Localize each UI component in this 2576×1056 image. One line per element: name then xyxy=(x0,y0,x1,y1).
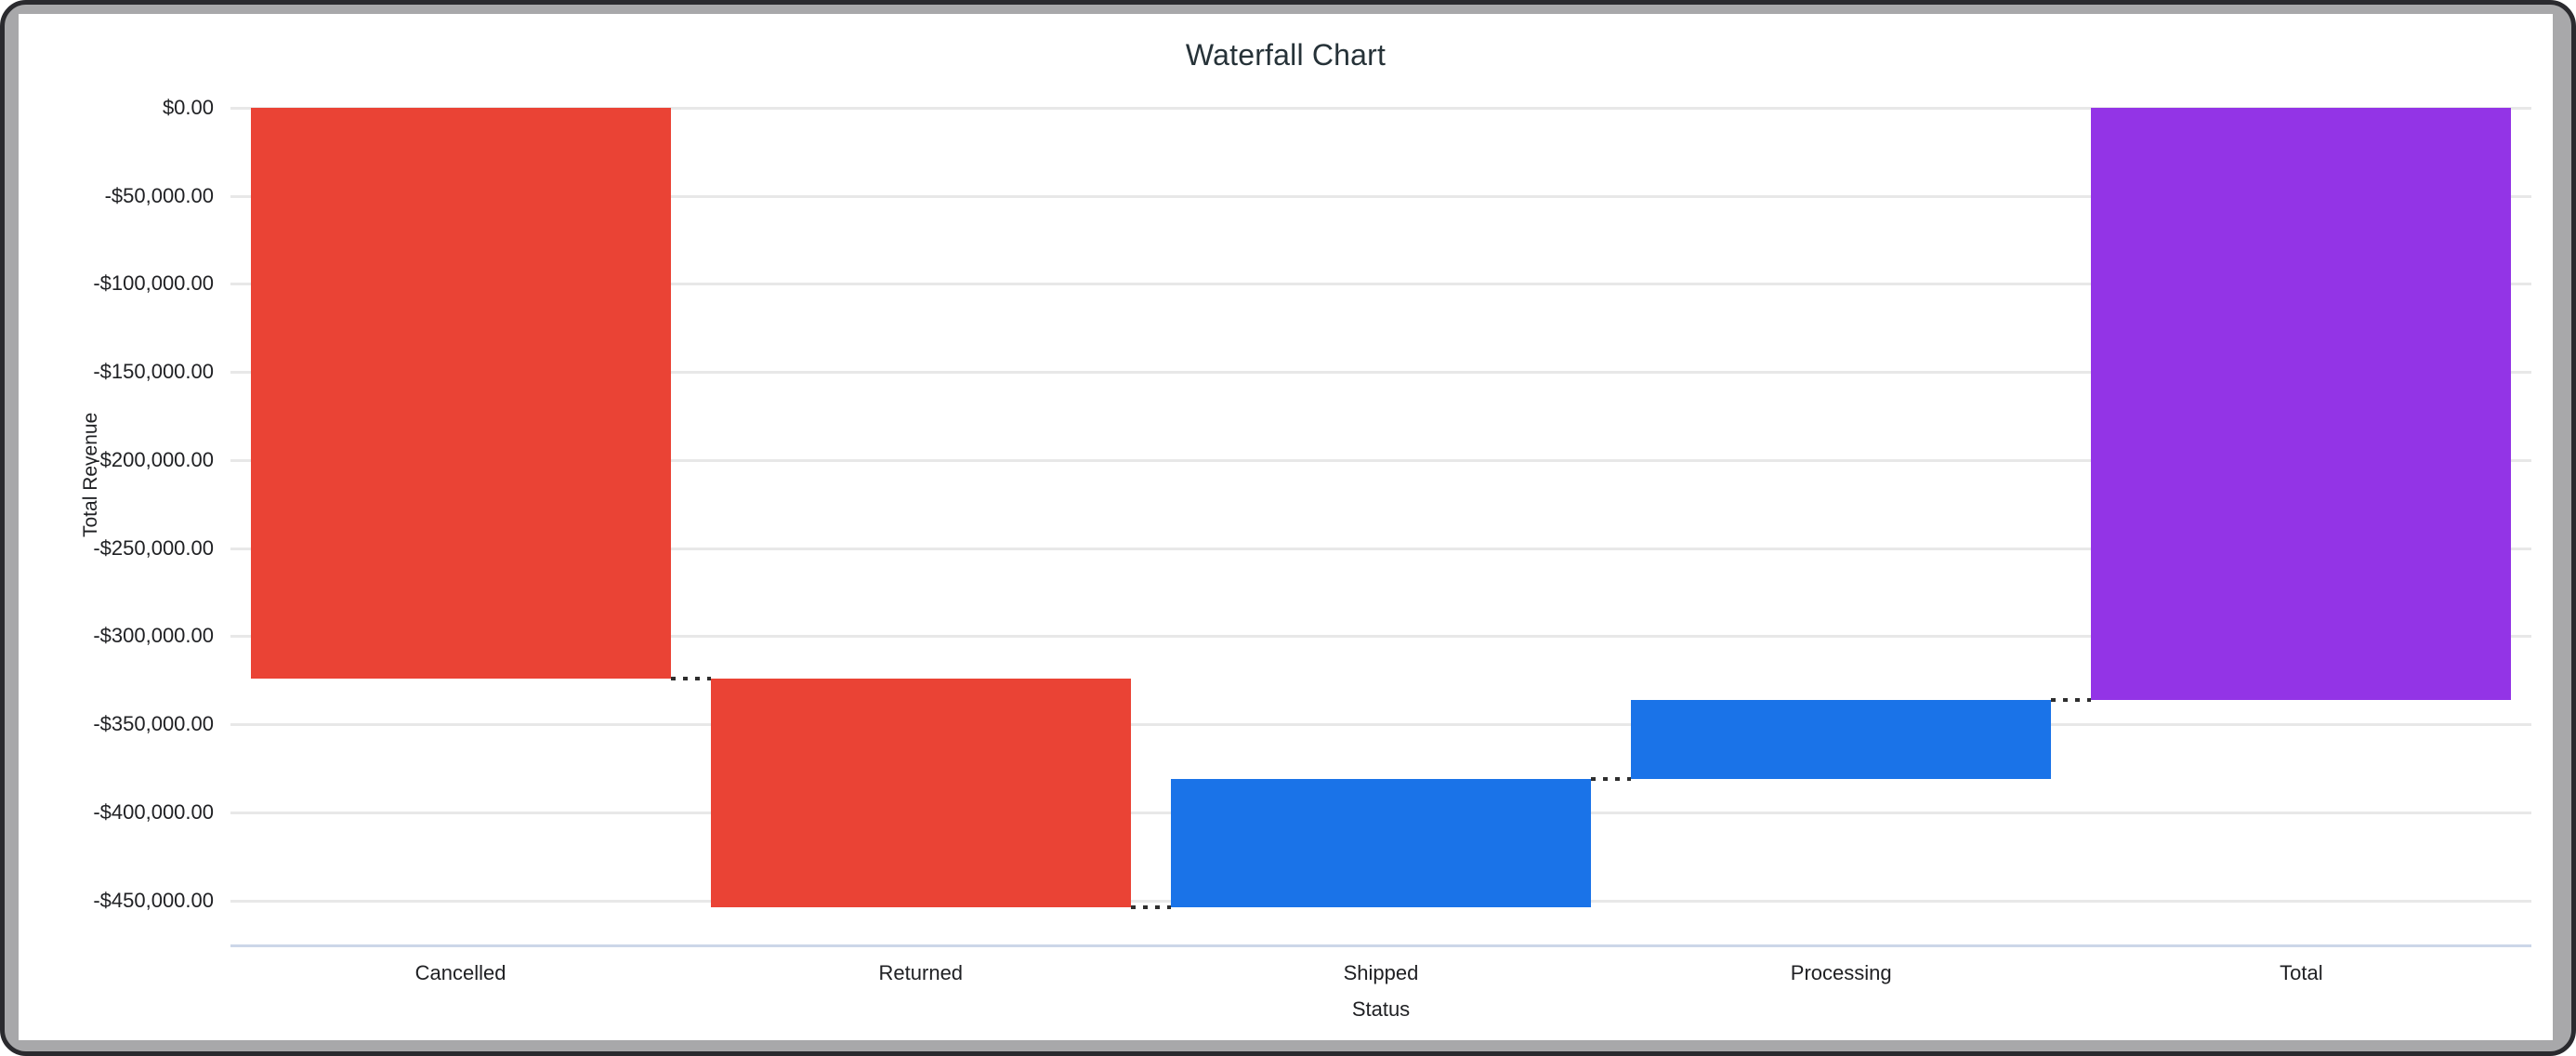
category-label-shipped: Shipped xyxy=(1343,961,1419,984)
x-axis-baseline xyxy=(230,944,2531,947)
waterfall-connector xyxy=(1130,905,1171,910)
gridline xyxy=(230,723,2531,727)
y-tick-label: -$350,000.00 xyxy=(93,712,214,736)
category-label-total: Total xyxy=(2280,961,2323,984)
waterfall-connector xyxy=(2051,697,2092,702)
y-axis-tick-labels: $0.00 -$50,000.00 -$100,000.00 -$150,000.00… xyxy=(19,96,214,944)
category-label-cancelled: Cancelled xyxy=(414,961,506,984)
gridline xyxy=(230,547,2531,550)
y-tick-label: $0.00 xyxy=(162,96,214,119)
y-tick-label: -$200,000.00 xyxy=(93,447,214,471)
waterfall-connector xyxy=(1591,776,1632,781)
plot-area xyxy=(230,107,2531,947)
chart-canvas: Waterfall Chart Total Revenue $0.00 -$50,… xyxy=(19,14,2553,1040)
bar-total[interactable] xyxy=(2091,108,2512,700)
bar-cancelled[interactable] xyxy=(250,108,671,679)
chart-title: Waterfall Chart xyxy=(1185,38,1387,72)
y-tick-label: -$400,000.00 xyxy=(93,799,214,824)
waterfall-connector xyxy=(670,676,711,680)
x-axis-title: Status xyxy=(1351,997,1411,1021)
bar-processing[interactable] xyxy=(1631,699,2052,779)
gridline xyxy=(230,371,2531,375)
category-label-processing: Processing xyxy=(1790,961,1892,984)
gridline xyxy=(230,194,2531,198)
gridline xyxy=(230,458,2531,462)
category-label-returned: Returned xyxy=(878,961,964,984)
y-tick-label: -$250,000.00 xyxy=(93,535,214,560)
y-tick-label: -$50,000.00 xyxy=(104,183,214,207)
gridline xyxy=(230,283,2531,286)
y-tick-label: -$300,000.00 xyxy=(93,624,214,648)
gridline xyxy=(230,107,2531,110)
gridline xyxy=(230,635,2531,639)
bar-returned[interactable] xyxy=(710,678,1131,908)
y-tick-label: -$150,000.00 xyxy=(93,360,214,384)
bar-shipped[interactable] xyxy=(1171,778,1591,908)
y-tick-label: -$450,000.00 xyxy=(93,888,214,912)
y-tick-label: -$100,000.00 xyxy=(93,271,214,296)
